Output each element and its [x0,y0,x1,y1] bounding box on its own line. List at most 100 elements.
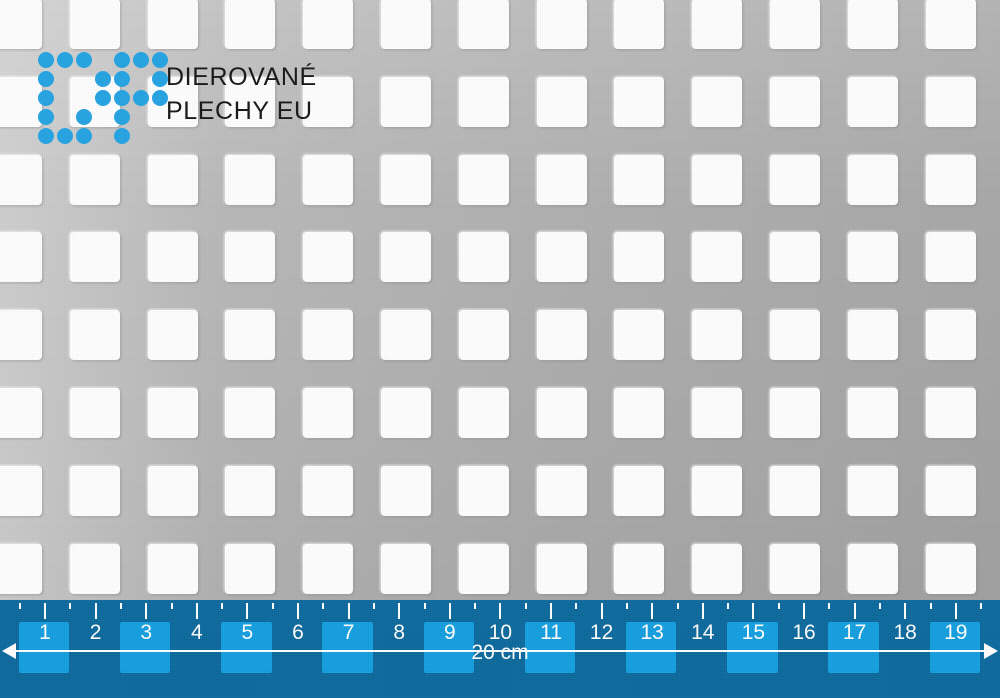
sheet-hole [692,0,743,49]
ruler-tick-minor [119,603,122,609]
measure-arrow-line [6,650,994,652]
ruler-block [18,622,70,673]
sheet-hole [692,310,743,361]
ruler-tick-major [145,603,148,619]
ruler-tick-major [904,603,907,619]
scale-length-label: 20 cm [471,641,529,664]
sheet-hole [770,388,820,438]
ruler-tick-major [550,603,552,619]
sheet-hole [536,154,587,205]
sheet-hole [225,76,276,127]
ruler-tick-minor [980,603,983,609]
sheet-hole [147,388,198,438]
ruler-tick-minor [271,603,274,609]
sheet-hole [381,465,431,516]
sheet-hole [225,543,276,594]
ruler-tick-major [499,603,502,619]
logo-dot [114,128,130,144]
sheet-hole [847,388,898,438]
sheet-hole [770,76,820,127]
sheet-hole [225,465,276,516]
sheet-hole [303,76,354,127]
sheet-hole [925,465,976,516]
ruler-tick-major [701,603,704,619]
ruler-number: 2 [89,621,102,644]
ruler-block [119,622,171,673]
sheet-hole [69,543,120,594]
sheet-hole [925,154,976,205]
sheet-hole [458,154,509,205]
sheet-hole [614,465,665,516]
ruler-number: 11 [540,621,562,644]
sheet-hole [847,0,898,49]
logo-dot [76,52,92,68]
ruler-tick-major [347,603,350,619]
ruler-tick-major [246,603,249,619]
ruler-tick-minor [828,603,831,609]
ruler-block [322,622,373,673]
sheet-hole [147,465,198,516]
sheet-hole [536,76,587,127]
sheet-hole [770,543,820,594]
sheet-hole [0,543,42,594]
ruler-tick-major [600,603,603,619]
sheet-hole [147,232,198,283]
logo-dot [38,52,54,68]
sheet-hole [925,232,976,283]
sheet-hole [381,310,431,361]
ruler-block [929,622,981,673]
ruler-tick-minor [322,603,325,609]
sheet-hole [225,232,276,283]
sheet-hole [692,154,743,205]
sheet-hole [69,465,120,516]
brand-logo-text: DIEROVANÉ PLECHY EU [166,60,317,128]
logo-dot [57,52,73,68]
ruler-tick-minor [625,603,628,609]
ruler-tick-minor [524,603,527,609]
ruler-number: 18 [893,621,917,644]
sheet-hole [458,0,509,49]
sheet-hole [847,543,898,594]
sheet-hole [770,232,820,283]
logo-dot [76,109,92,125]
sheet-hole [458,465,509,516]
sheet-hole [770,465,820,516]
dot-matrix-logo-icon [38,52,168,144]
ruler-tick-minor [18,603,21,609]
ruler-tick-minor [878,603,881,609]
ruler-number: 7 [342,621,355,644]
ruler-number: 8 [393,621,406,644]
logo-dot [38,128,54,144]
logo-dot [133,90,149,106]
ruler-number: 19 [944,621,968,644]
sheet-hole [614,310,665,361]
arrow-left-icon [2,643,16,659]
ruler-number: 4 [190,621,203,644]
sheet-hole [770,0,820,49]
sheet-hole [614,543,665,594]
logo-dot [114,90,130,106]
ruler-tick-minor [170,603,173,609]
ruler-tick-major [195,603,198,619]
logo-dot [76,128,92,144]
sheet-hole [536,465,587,516]
sheet-hole [536,543,587,594]
sheet-hole [770,154,820,205]
sheet-hole [0,232,42,283]
sheet-hole [536,388,587,438]
ruler-tick-major [448,603,451,619]
brand-line-2: PLECHY EU [166,97,313,125]
sheet-hole [0,388,42,438]
ruler-tick-minor [69,603,72,609]
sheet-hole [303,232,354,283]
brand-logo: DIEROVANÉ PLECHY EU [38,52,358,144]
logo-dot [114,71,130,87]
sheet-hole [847,465,898,516]
ruler-block [423,622,475,673]
ruler-tick-major [803,603,805,619]
sheet-hole [458,388,509,438]
logo-dot [38,71,54,87]
sheet-hole [303,543,354,594]
sheet-hole [536,0,587,49]
